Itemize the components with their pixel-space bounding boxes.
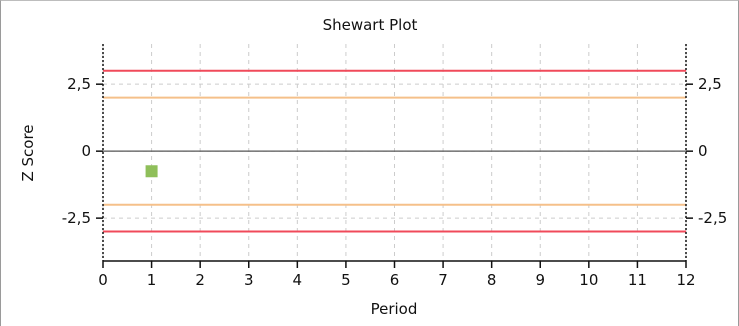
y-tick-label-left-2.5: 2,5 xyxy=(67,75,91,93)
y-tick-label-right-0: 0 xyxy=(698,142,708,160)
x-tick-label-2: 2 xyxy=(195,271,205,289)
reference-lines xyxy=(103,69,686,233)
y-tick-label-left-0: 0 xyxy=(81,142,91,160)
x-tick-label-0: 0 xyxy=(98,271,108,289)
x-tick-label-7: 7 xyxy=(438,271,448,289)
y-axis-ticks: 2,5 2,5 0 0 -2,5 -2,5 xyxy=(62,75,728,227)
x-tick-label-9: 9 xyxy=(535,271,545,289)
chart-title: Shewart Plot xyxy=(323,16,418,34)
x-tick-label-3: 3 xyxy=(244,271,254,289)
grid xyxy=(102,44,687,261)
x-tick-label-6: 6 xyxy=(390,271,400,289)
y-axis-label: Z Score xyxy=(19,124,37,181)
x-tick-label-8: 8 xyxy=(487,271,497,289)
x-tick-label-5: 5 xyxy=(341,271,351,289)
data-point-0 xyxy=(145,165,158,178)
data-points xyxy=(145,165,158,178)
x-tick-label-4: 4 xyxy=(293,271,303,289)
x-tick-label-10: 10 xyxy=(579,271,598,289)
y-tick-label-right-2.5: 2,5 xyxy=(698,75,722,93)
x-tick-label-1: 1 xyxy=(147,271,157,289)
x-axis-ticks: 0 1 2 3 4 5 6 7 8 9 10 11 12 xyxy=(98,261,696,289)
y-tick-label-right--2.5: -2,5 xyxy=(698,209,727,227)
x-tick-label-12: 12 xyxy=(676,271,695,289)
y-tick-label-left--2.5: -2,5 xyxy=(62,209,91,227)
x-axis-label: Period xyxy=(371,300,418,318)
x-tick-label-11: 11 xyxy=(628,271,647,289)
